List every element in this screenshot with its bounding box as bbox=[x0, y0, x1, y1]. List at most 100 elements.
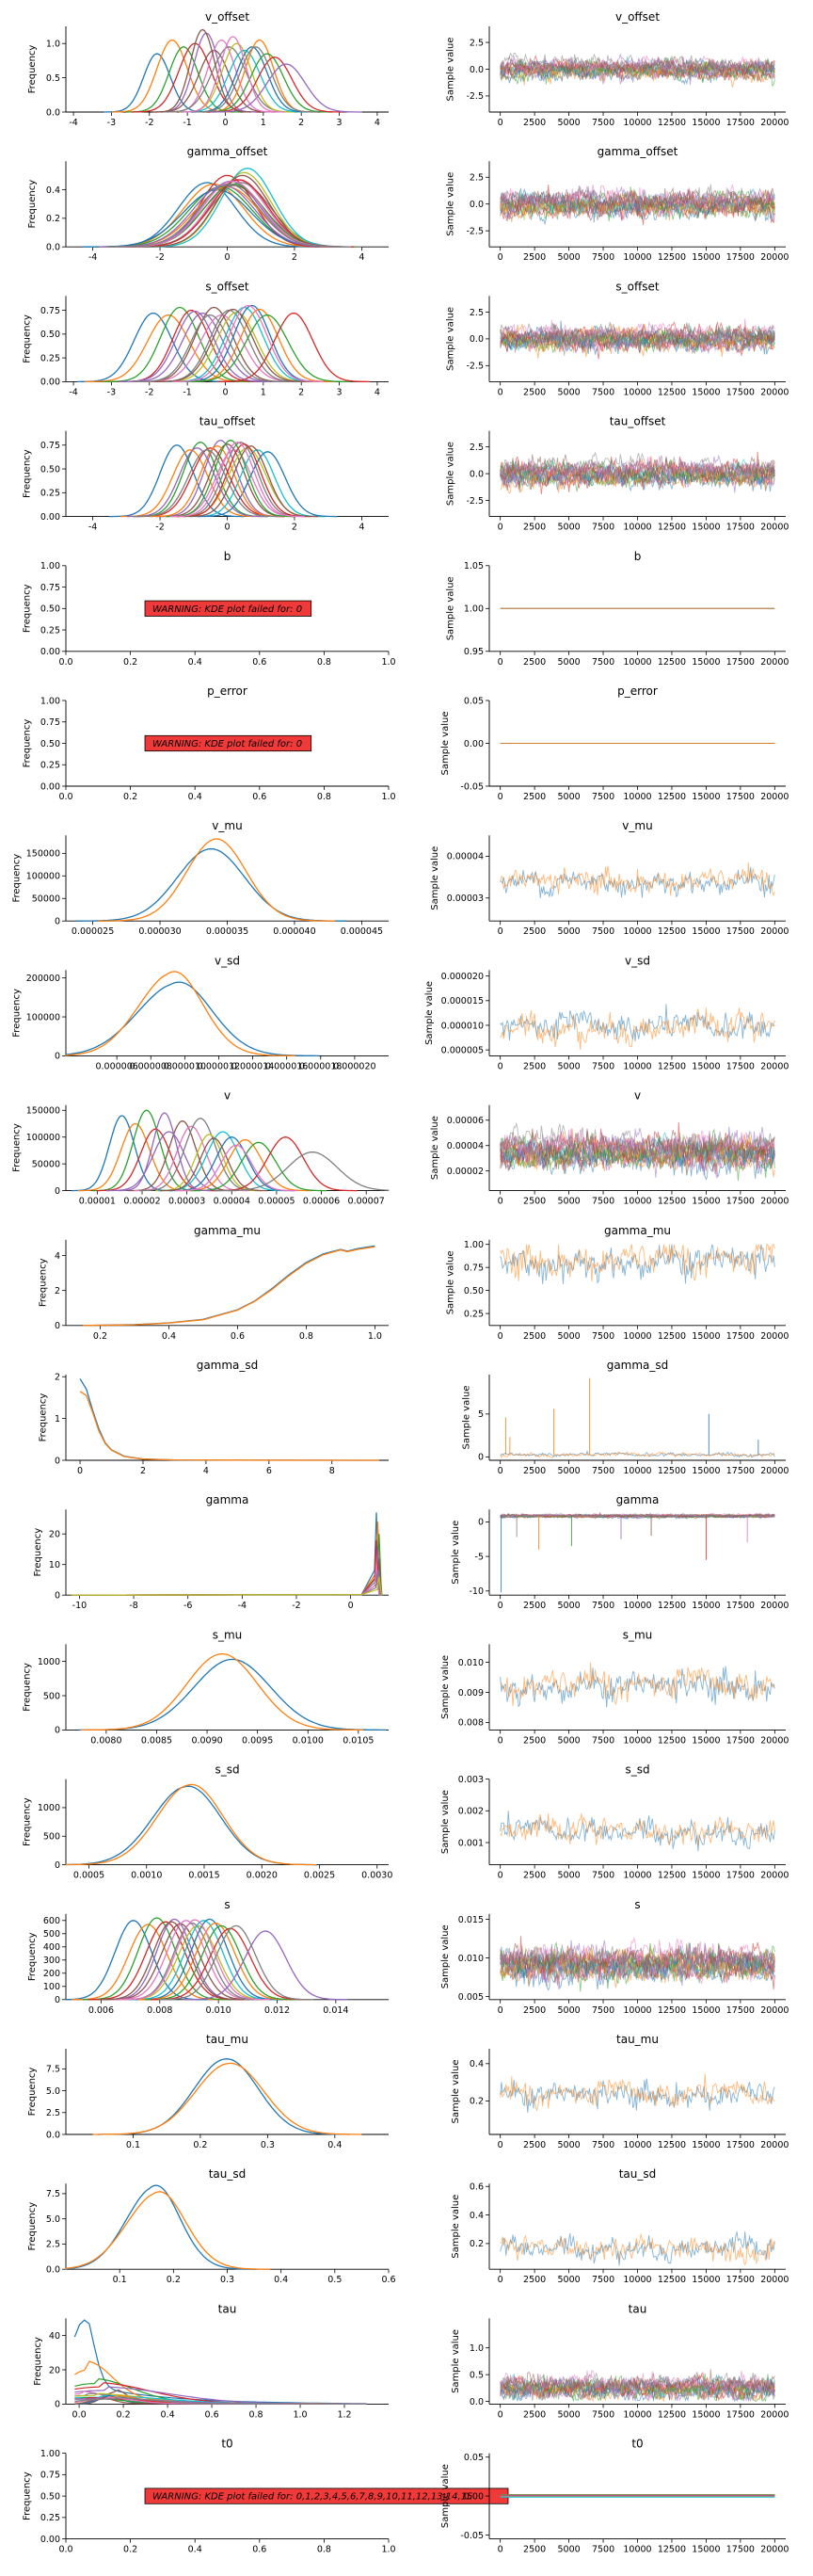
y-tick-label: 0.75 bbox=[40, 306, 60, 316]
y-tick-label: 0.0 bbox=[470, 200, 484, 210]
y-tick-label: 0.75 bbox=[40, 441, 60, 451]
x-tick-label: 10000 bbox=[623, 2140, 651, 2150]
x-tick-label: 0.000035 bbox=[206, 926, 248, 937]
x-tick-label: -3 bbox=[107, 118, 116, 128]
kde-series-line bbox=[92, 2062, 362, 2135]
x-tick-label: -4 bbox=[238, 1601, 247, 1611]
x-tick-label: 0.6 bbox=[205, 2409, 219, 2420]
x-tick-label: 17500 bbox=[726, 1735, 755, 1746]
x-tick-label: 5000 bbox=[557, 2409, 580, 2420]
kde-series-line bbox=[83, 1245, 375, 1327]
y-tick-label: 0.00002 bbox=[447, 1167, 484, 1177]
kde-series-line bbox=[71, 1521, 382, 1596]
x-tick-label: 2500 bbox=[523, 2409, 546, 2420]
kde-series-line bbox=[134, 314, 286, 383]
x-tick-label: -1 bbox=[183, 387, 191, 397]
y-axis-label: Sample value bbox=[446, 172, 456, 236]
x-tick-label: 0 bbox=[498, 657, 503, 668]
x-tick-label: 0.012 bbox=[264, 2005, 290, 2016]
trace-series-line bbox=[500, 2232, 775, 2266]
y-tick-label: 100000 bbox=[26, 872, 60, 882]
x-tick-label: -2 bbox=[145, 118, 153, 128]
x-tick-label: 0.00004 bbox=[214, 1197, 250, 1207]
x-tick-label: 0.0015 bbox=[188, 1871, 219, 1881]
y-tick-label: 150000 bbox=[26, 1106, 60, 1117]
kde-series-line bbox=[72, 1924, 225, 2001]
kde-series-line bbox=[65, 1783, 316, 1866]
x-tick-label: 12500 bbox=[658, 2005, 686, 2016]
x-tick-label: 0.00002 bbox=[123, 1197, 160, 1207]
x-tick-label: 20000 bbox=[760, 1061, 789, 1071]
x-tick-label: 10000 bbox=[623, 2275, 651, 2285]
y-tick-label: 0.95 bbox=[464, 647, 484, 657]
y-axis-label: Sample value bbox=[451, 2060, 461, 2124]
trace-series-line bbox=[500, 1128, 775, 1167]
kde-series-line bbox=[83, 1246, 375, 1327]
kde-panel-s_sd: 0.0005 0.0010 0.0015 0.0020 0.0025 0.0030 0 500… bbox=[23, 1763, 393, 1881]
x-tick-label: 10000 bbox=[623, 118, 651, 128]
x-tick-label: 15000 bbox=[692, 792, 720, 802]
x-tick-label: 7500 bbox=[592, 1197, 614, 1207]
y-tick-label: 5.0 bbox=[46, 2214, 60, 2225]
kde-panel-s: 0.006 0.008 0.010 0.012 0.014 0 100 200 300 400 50… bbox=[27, 1898, 389, 2016]
y-tick-label: 1.0 bbox=[46, 40, 60, 50]
trace-panel-v_offset: 0 2500 5000 7500 10000 12500 15000 17500 20000 -2… bbox=[446, 10, 789, 128]
kde-series-line bbox=[217, 312, 370, 383]
kde-series-line bbox=[183, 1930, 348, 2001]
x-tick-label: 0.8 bbox=[299, 1331, 313, 1342]
x-tick-label: 0 bbox=[498, 1331, 503, 1342]
y-tick-label: 0.010 bbox=[458, 1658, 484, 1668]
kde-series-line bbox=[137, 306, 291, 383]
x-tick-label: 2500 bbox=[523, 1466, 546, 1476]
panel-title: s_mu bbox=[623, 1628, 653, 1641]
x-tick-label: 15000 bbox=[692, 1735, 720, 1746]
y-tick-label: 0.00 bbox=[40, 781, 60, 792]
x-tick-label: 20000 bbox=[760, 252, 789, 263]
y-axis-label: Frequency bbox=[38, 1258, 48, 1307]
y-tick-label: 0.00004 bbox=[447, 1141, 484, 1151]
x-tick-label: 2500 bbox=[523, 657, 546, 668]
x-tick-label: 0 bbox=[498, 2140, 503, 2150]
kde-series-line bbox=[73, 2319, 367, 2405]
y-tick-label: 0.015 bbox=[458, 1915, 484, 1925]
y-tick-label: 500 bbox=[43, 1929, 60, 1940]
panel-title: b bbox=[224, 550, 231, 563]
x-tick-label: 17500 bbox=[726, 792, 755, 802]
x-tick-label: 0.000020 bbox=[333, 1061, 375, 1071]
y-tick-label: 0.50 bbox=[464, 1286, 484, 1296]
kde-series-line bbox=[160, 443, 295, 518]
kde-series-line bbox=[79, 1378, 380, 1461]
kde-series-line bbox=[120, 1924, 276, 2001]
x-tick-label: 7500 bbox=[592, 926, 614, 937]
y-tick-label: 0 bbox=[55, 917, 60, 927]
kde-series-line bbox=[98, 1921, 245, 2001]
y-tick-label: 0.2 bbox=[470, 2097, 484, 2107]
x-tick-label: 15000 bbox=[692, 657, 720, 668]
y-tick-label: 0.05 bbox=[464, 2453, 484, 2463]
trace-panel-s_mu: 0 2500 5000 7500 10000 12500 15000 17500 20000 0.… bbox=[440, 1628, 789, 1746]
x-tick-label: 0.2 bbox=[193, 2140, 207, 2150]
kde-panel-gamma: -10 -8 -6 -4 -2 0 0 10 20 gamma Frequency bbox=[33, 1493, 389, 1611]
x-tick-label: 7500 bbox=[592, 1331, 614, 1342]
x-tick-label: 0.0025 bbox=[304, 1871, 335, 1881]
x-tick-label: 5000 bbox=[557, 1601, 580, 1611]
x-tick-label: 0.3 bbox=[261, 2140, 275, 2150]
y-tick-label: 0.000015 bbox=[441, 996, 484, 1006]
x-tick-label: 2500 bbox=[523, 1331, 546, 1342]
kde-series-line bbox=[172, 304, 325, 383]
panel-title: tau_sd bbox=[619, 2167, 657, 2181]
y-tick-label: 0.50 bbox=[40, 604, 60, 615]
y-axis-label: Frequency bbox=[33, 1528, 43, 1577]
x-tick-label: 7500 bbox=[592, 1466, 614, 1476]
y-tick-label: 0.008 bbox=[458, 1718, 484, 1729]
panel-title: tau_offset bbox=[610, 415, 666, 428]
x-tick-label: 7500 bbox=[592, 1601, 614, 1611]
panel-title: tau_mu bbox=[206, 2033, 248, 2046]
kde-series-line bbox=[128, 1120, 236, 1192]
x-tick-label: 2 bbox=[140, 1466, 146, 1476]
x-tick-label: 15000 bbox=[692, 2140, 720, 2150]
y-tick-label: 300 bbox=[43, 1956, 60, 1966]
x-tick-label: 1.0 bbox=[368, 1331, 382, 1342]
x-tick-label: 0.006 bbox=[88, 2005, 114, 2016]
